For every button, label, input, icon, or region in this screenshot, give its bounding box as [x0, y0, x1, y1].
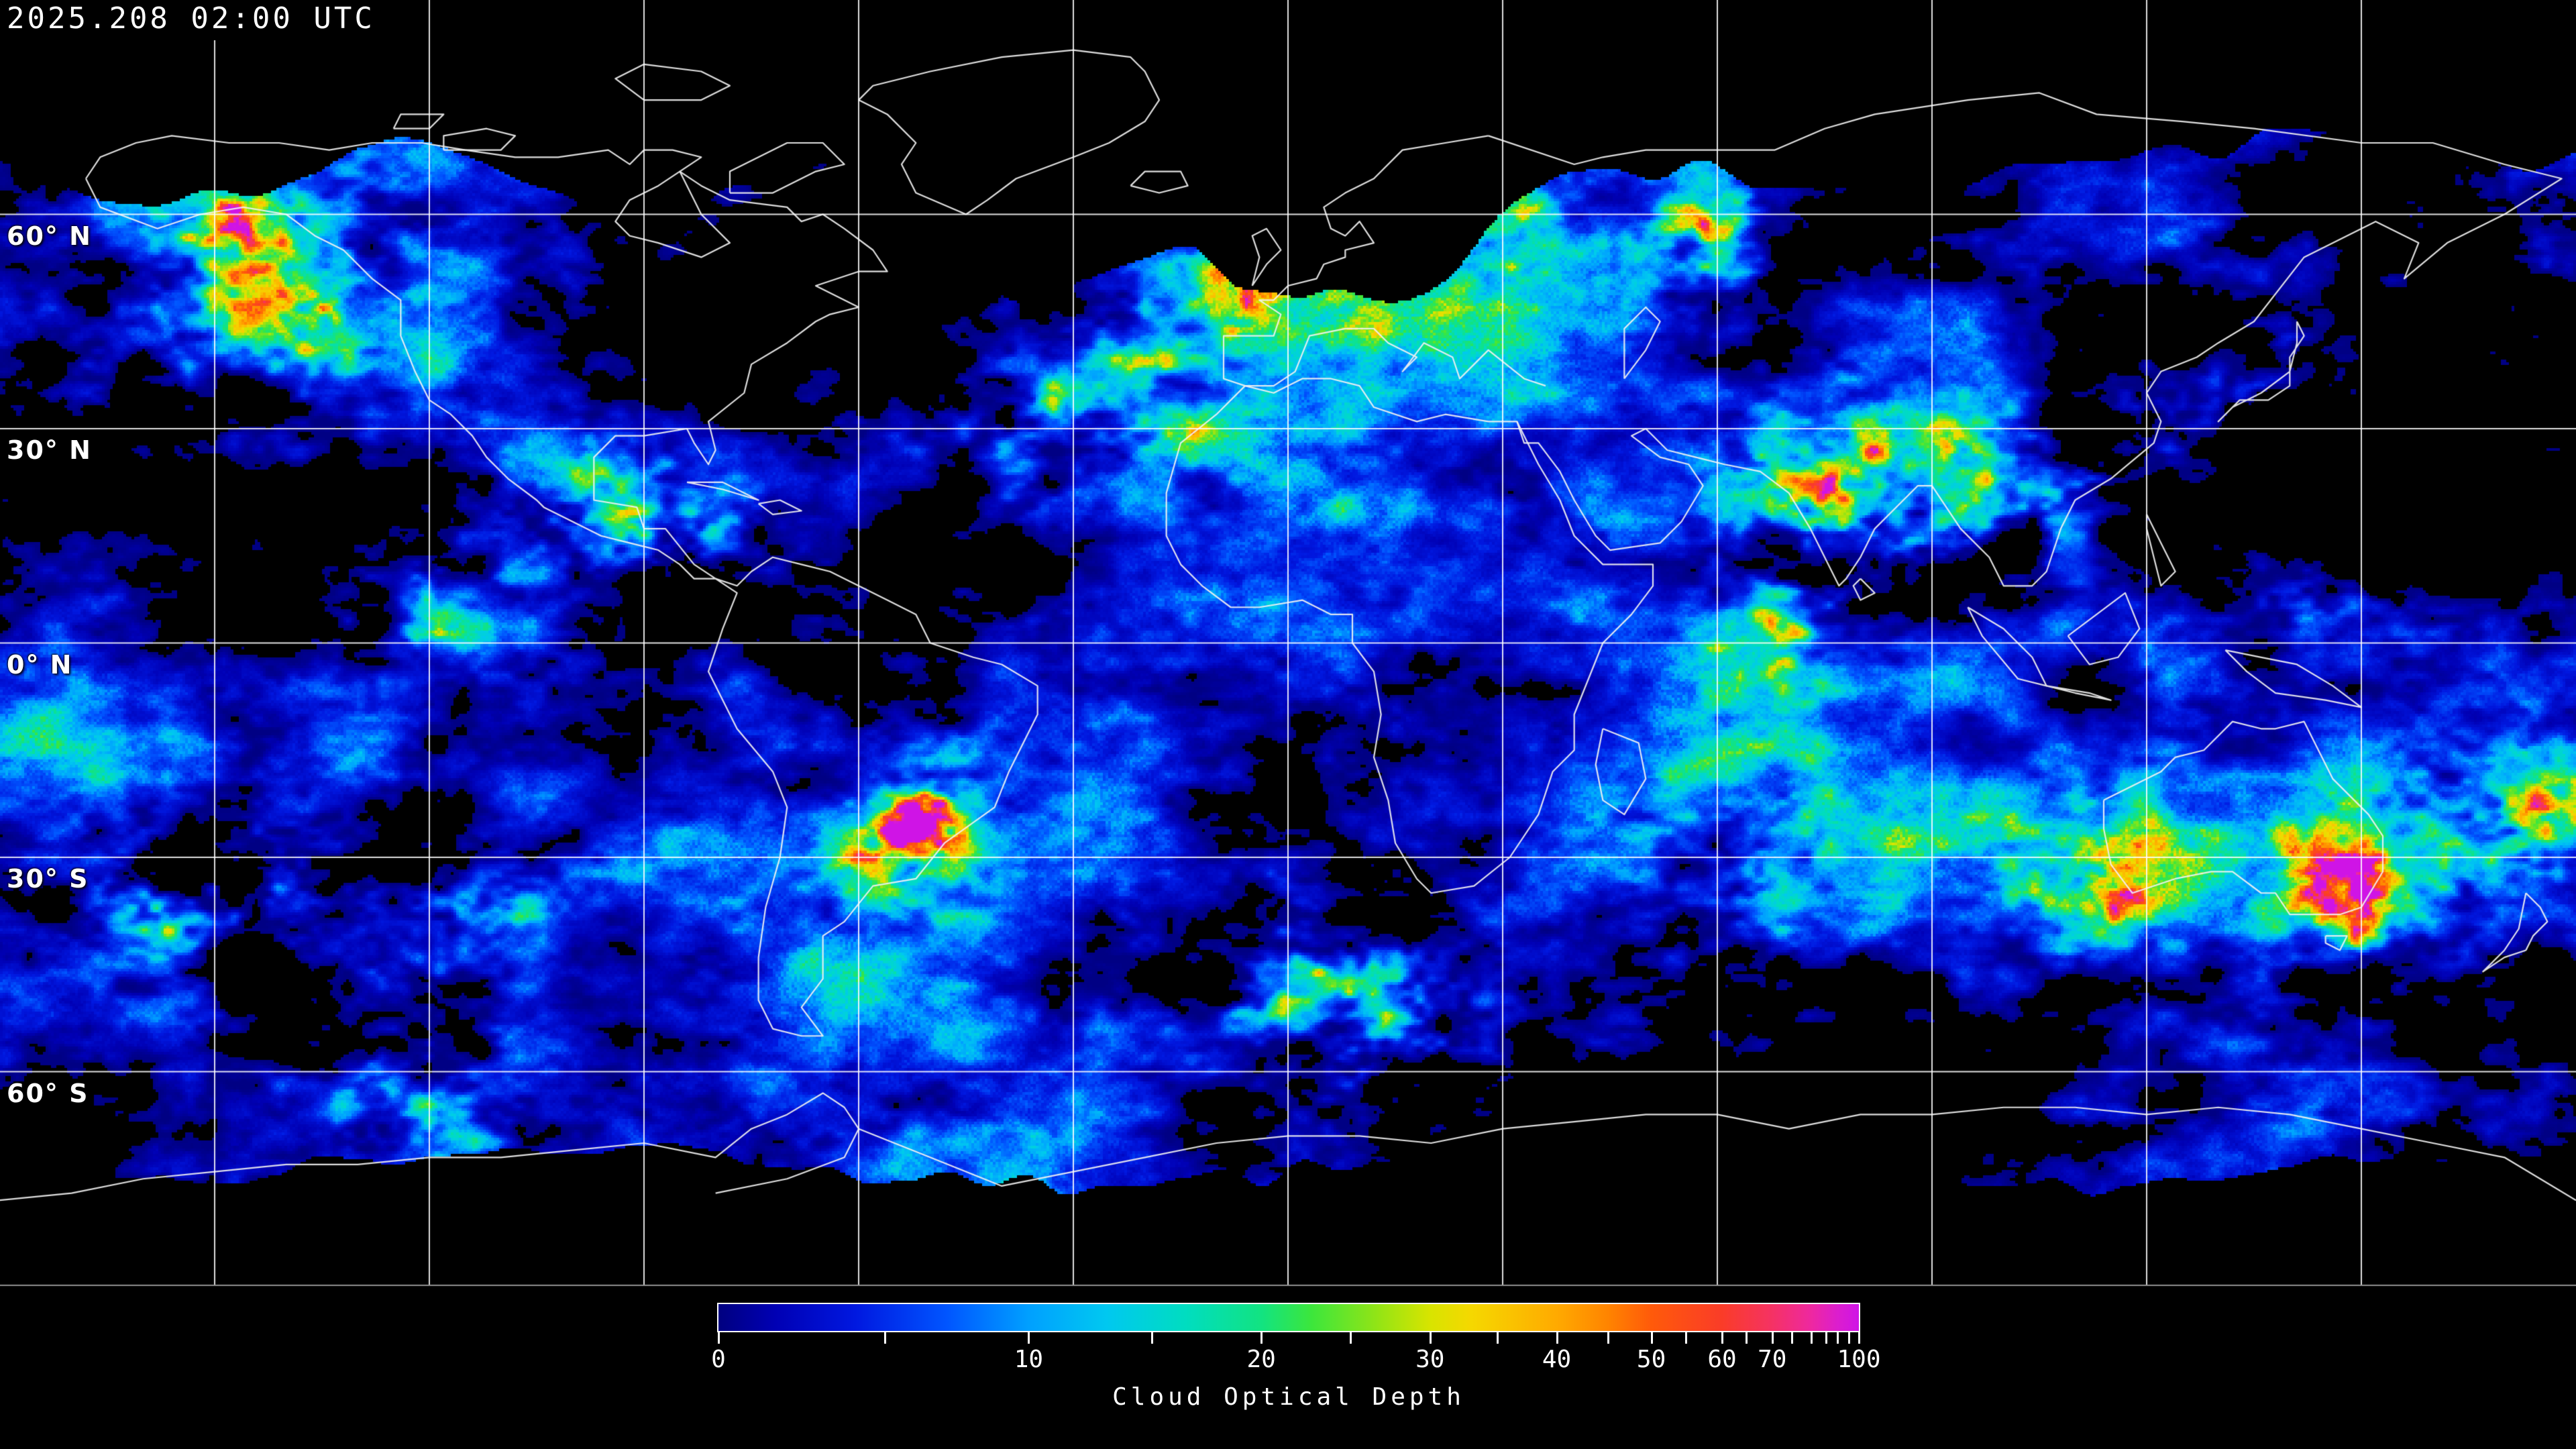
latitude-label: 60° N [7, 221, 92, 251]
latitude-label: 60° S [7, 1078, 89, 1108]
colorbar-tick [1836, 1332, 1839, 1344]
colorbar-tick [1260, 1332, 1263, 1344]
colorbar-tick [1429, 1332, 1432, 1344]
colorbar-tick [1650, 1332, 1653, 1344]
colorbar-tick-label: 30 [1415, 1346, 1445, 1373]
colorbar-tick [1847, 1332, 1850, 1344]
colorbar-tick [1349, 1332, 1352, 1344]
colorbar-tick-label: 50 [1636, 1346, 1666, 1373]
colorbar-tick [1810, 1332, 1813, 1344]
colorbar-gradient [717, 1303, 1860, 1332]
latitude-label: 30° N [7, 435, 92, 465]
colorbar-tick [1607, 1332, 1609, 1344]
colorbar-tick [718, 1332, 720, 1344]
colorbar-tick-label: 40 [1542, 1346, 1572, 1373]
colorbar-tick [1771, 1332, 1774, 1344]
colorbar-tick [1497, 1332, 1499, 1344]
colorbar-tick [1684, 1332, 1687, 1344]
colorbar-tick [884, 1332, 887, 1344]
colorbar-tick-label: 20 [1246, 1346, 1276, 1373]
colorbar-tick [1151, 1332, 1153, 1344]
colorbar-tick [1825, 1332, 1827, 1344]
latitude-label: 0° N [7, 649, 73, 680]
latitude-label: 30° S [7, 864, 89, 894]
colorbar-tick-label: 0 [711, 1346, 726, 1373]
colorbar-tick [1745, 1332, 1748, 1344]
colorbar-tick [1028, 1332, 1030, 1344]
colorbar-tick [1721, 1332, 1723, 1344]
colorbar-tick-label: 10 [1014, 1346, 1044, 1373]
colorbar-tick [1556, 1332, 1558, 1344]
colorbar-tick-label: 70 [1758, 1346, 1787, 1373]
colorbar-tick [1790, 1332, 1793, 1344]
colorbar-tick [1858, 1332, 1860, 1344]
colorbar-tick-label: 100 [1837, 1346, 1881, 1373]
timestamp: 2025.208 02:00 UTC [0, 0, 392, 40]
colorbar-tick-label: 60 [1707, 1346, 1737, 1373]
colorbar-title: Cloud Optical Depth [1112, 1383, 1465, 1411]
